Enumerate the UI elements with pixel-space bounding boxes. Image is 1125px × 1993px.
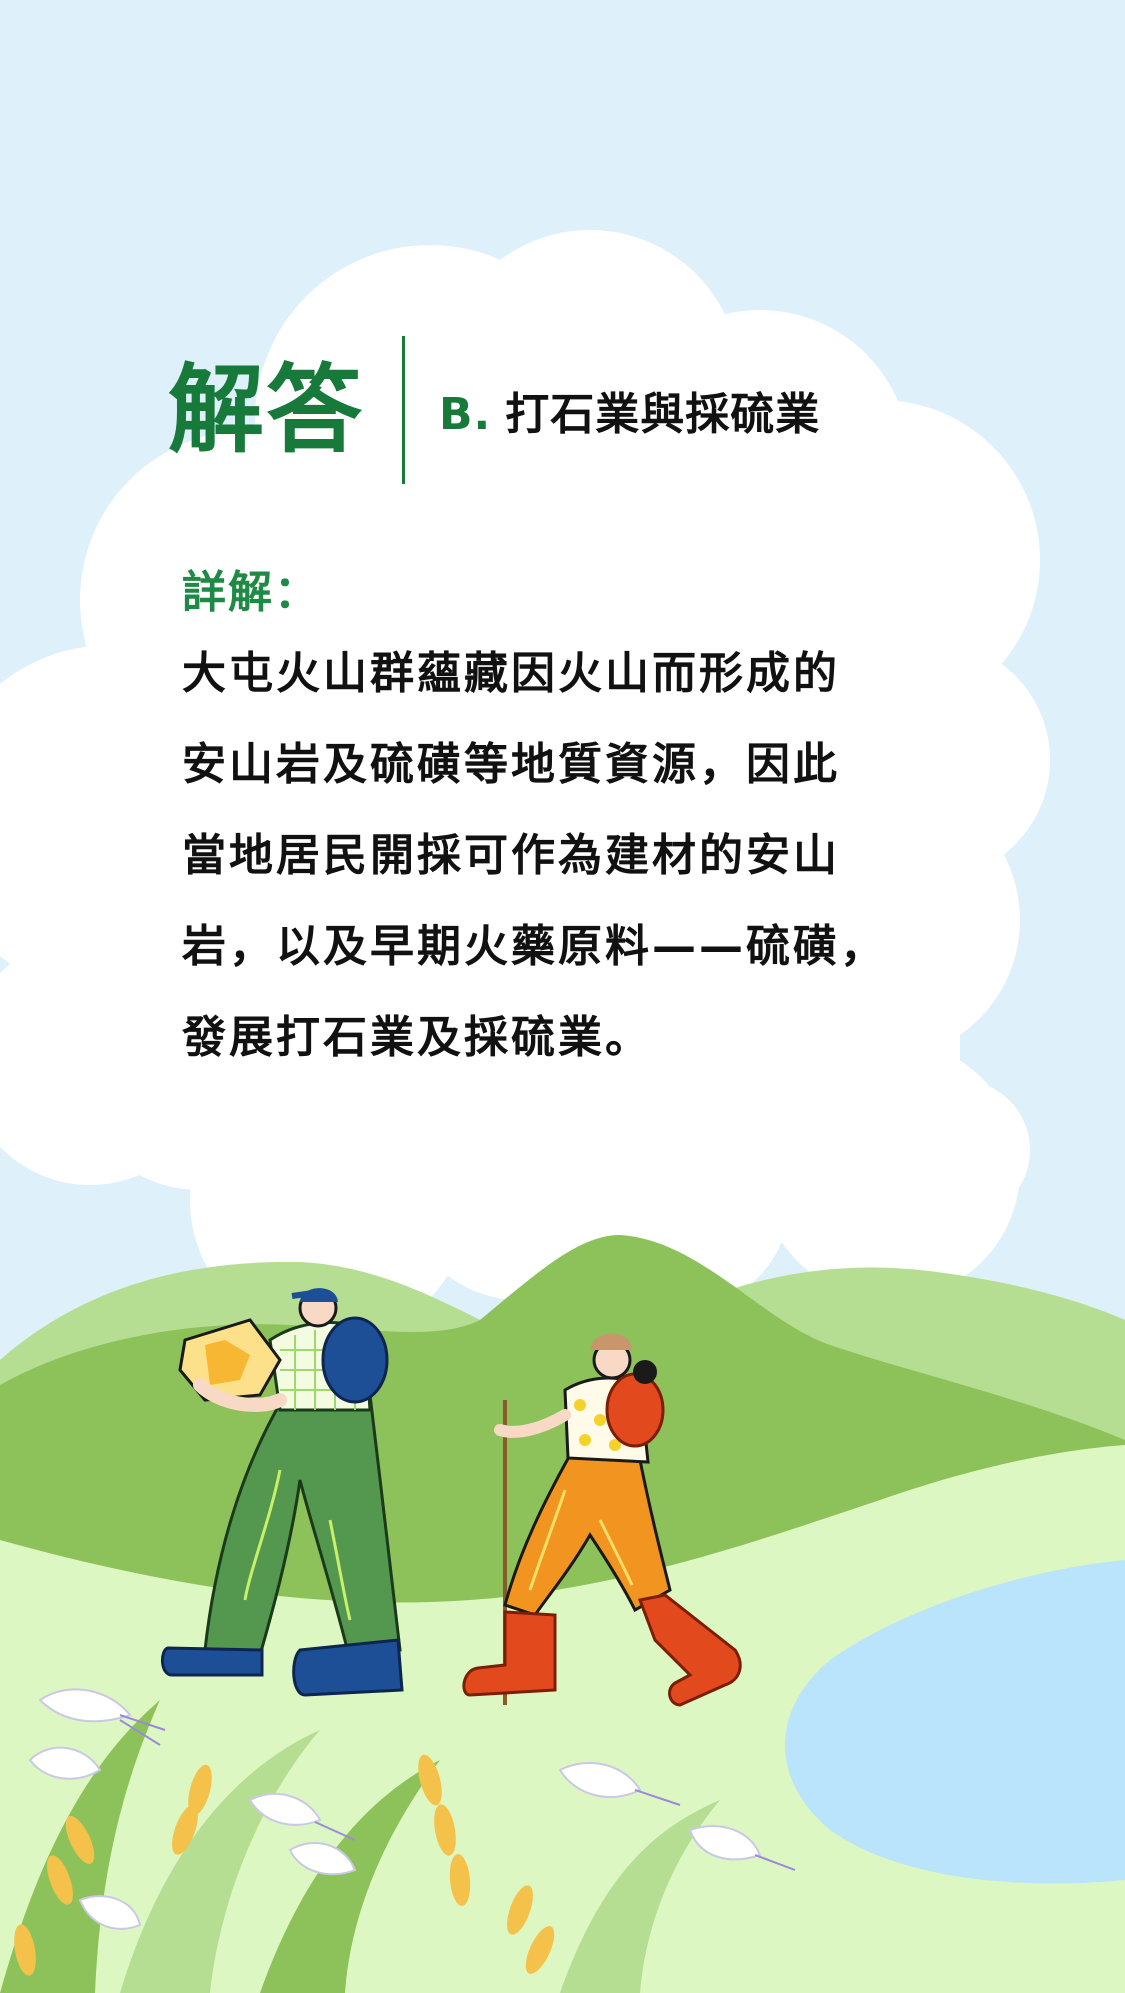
title-divider [402, 336, 405, 484]
answer-option: B. [439, 389, 492, 440]
answer-text: B. 打石業與採硫業 [439, 378, 820, 442]
answer-label: 打石業與採硫業 [505, 389, 821, 440]
detail-line: 當地居民開採可作為建材的安山 [182, 830, 840, 881]
foreground-grass [0, 1688, 796, 1993]
meadow [0, 1445, 1125, 1993]
detail-label: 詳解： [182, 567, 320, 618]
hiker-with-walking-stick [462, 1333, 742, 1707]
detail-line: 大屯火山群蘊藏因火山而形成的 [182, 648, 840, 699]
hiker-carrying-rock [161, 1288, 404, 1697]
answer-header: 解答 B. 打石業與採硫業 [168, 330, 820, 490]
detail-line: 岩，以及早期火藥原料——硫磺， [182, 921, 887, 972]
detail-line: 發展打石業及採硫業。 [182, 1012, 652, 1063]
page-title: 解答 [168, 354, 364, 466]
detail-line: 安山岩及硫磺等地質資源，因此 [182, 739, 840, 790]
detail-explanation: 大屯火山群蘊藏因火山而形成的 安山岩及硫磺等地質資源，因此 當地居民開採可作為建… [182, 628, 962, 1083]
lake [785, 1560, 1125, 1884]
cloud-shape [0, 230, 1050, 1340]
